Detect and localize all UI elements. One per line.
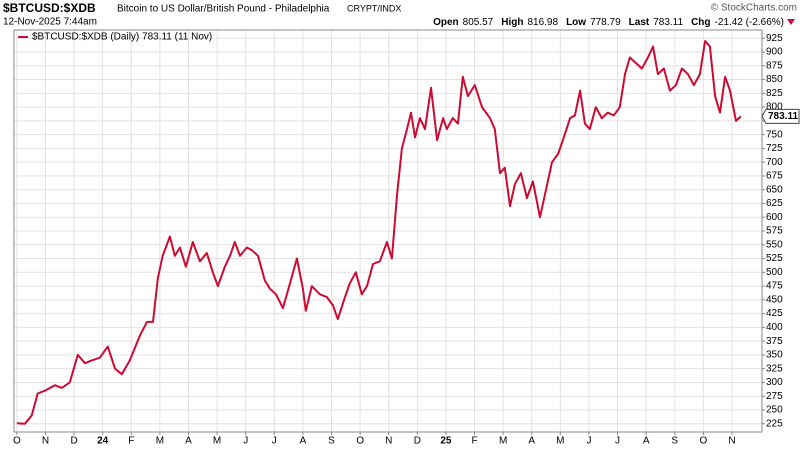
- down-arrow: [787, 19, 795, 25]
- x-tick-label: M: [499, 436, 507, 447]
- y-tick-label: 600: [766, 212, 783, 223]
- y-tick-label: 325: [766, 363, 783, 374]
- x-tick-label: J: [272, 436, 277, 447]
- x-tick-label: O: [699, 436, 707, 447]
- y-tick-label: 700: [766, 157, 783, 168]
- y-tick-label: 800: [766, 102, 783, 113]
- y-tick-label: 850: [766, 74, 783, 85]
- x-tick-label: S: [328, 436, 335, 447]
- chart-subtitle: Bitcoin to US Dollar/British Pound - Phi…: [117, 4, 330, 15]
- x-tick-label: O: [356, 436, 364, 447]
- y-tick-label: 900: [766, 47, 783, 58]
- y-tick-label: 400: [766, 322, 783, 333]
- x-tick-label: A: [528, 436, 535, 447]
- timestamp: 12-Nov-2025 7:44am: [3, 17, 97, 28]
- stat-value: 778.79: [590, 17, 621, 28]
- x-tick-label: J: [586, 436, 591, 447]
- x-tick-label: A: [300, 436, 307, 447]
- x-tick-label: N: [385, 436, 392, 447]
- x-tick-label: M: [156, 436, 164, 447]
- y-tick-label: 525: [766, 253, 783, 264]
- x-tick-label: 25: [440, 436, 452, 447]
- y-tick-label: 225: [766, 418, 783, 429]
- chart-title: $BTCUSD:$XDB: [3, 1, 96, 15]
- x-tick-label: D: [70, 436, 77, 447]
- x-tick-label: J: [243, 436, 248, 447]
- x-tick-label: J: [615, 436, 620, 447]
- x-tick-label: F: [471, 436, 477, 447]
- exchange: CRYPT/INDX: [347, 3, 401, 13]
- stat-label: Low: [566, 17, 586, 28]
- y-tick-label: 925: [766, 33, 783, 44]
- x-tick-label: D: [414, 436, 421, 447]
- stats: Open 805.57 High 816.98 Low 778.79 Last 783.11 C…: [433, 17, 784, 28]
- y-tick-label: 750: [766, 129, 783, 140]
- x-tick-label: M: [213, 436, 221, 447]
- stat-label: Chg: [691, 17, 710, 28]
- x-tick-label: F: [128, 436, 134, 447]
- stat-value: 805.57: [463, 17, 494, 28]
- y-tick-label: 650: [766, 184, 783, 195]
- y-tick-label: 875: [766, 60, 783, 71]
- x-tick-label: O: [13, 436, 21, 447]
- y-tick-label: 675: [766, 171, 783, 182]
- x-tick-label: A: [643, 436, 650, 447]
- x-tick-label: A: [185, 436, 192, 447]
- x-tick-label: N: [42, 436, 49, 447]
- stat-label: Last: [629, 17, 650, 28]
- y-tick-label: 300: [766, 377, 783, 388]
- y-tick-label: 275: [766, 391, 783, 402]
- y-tick-label: 550: [766, 239, 783, 250]
- x-tick-label: N: [728, 436, 735, 447]
- stat-value: 783.11: [653, 17, 683, 28]
- y-tick-label: 450: [766, 294, 783, 305]
- last-value-tag: [761, 108, 800, 124]
- y-tick-label: 825: [766, 88, 783, 99]
- y-tick-label: 475: [766, 281, 783, 292]
- price-line: [16, 40, 742, 425]
- copyright: © StockCharts.com: [711, 3, 797, 14]
- x-tick-label: M: [556, 436, 564, 447]
- x-tick-label: 24: [97, 436, 109, 447]
- stat-value: -21.42 (-2.66%): [715, 17, 784, 28]
- stat-label: Open: [433, 17, 459, 28]
- legend-label: $BTCUSD:$XDB (Daily) 783.11 (11 Nov): [32, 32, 212, 43]
- last-value-label: 783.11: [768, 111, 798, 122]
- y-tick-label: 375: [766, 336, 783, 347]
- y-tick-label: 725: [766, 143, 783, 154]
- plot: [14, 30, 762, 432]
- y-tick-label: 500: [766, 267, 783, 278]
- y-tick-label: 425: [766, 308, 783, 319]
- y-tick-label: 350: [766, 350, 783, 361]
- stat-label: High: [501, 17, 523, 28]
- y-tick-label: 250: [766, 405, 783, 416]
- stat-value: 816.98: [527, 17, 558, 28]
- y-tick-label: 625: [766, 198, 783, 209]
- y-tick-label: 575: [766, 226, 783, 237]
- x-tick-label: S: [671, 436, 678, 447]
